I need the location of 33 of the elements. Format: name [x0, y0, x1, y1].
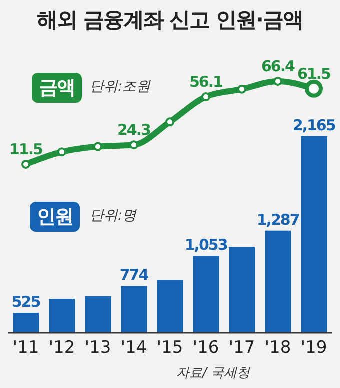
point: [94, 142, 102, 152]
data-label: 11.5: [9, 140, 44, 158]
annotation: 단위:조원: [90, 78, 151, 96]
point: [58, 148, 66, 157]
text: 금액: [32, 73, 82, 103]
annotation: 단위:명: [90, 207, 137, 225]
x-tick-label: '14: [120, 338, 148, 358]
x-tick-label: '13: [84, 338, 112, 358]
point: [22, 160, 30, 169]
data-label: 56.1: [189, 73, 224, 92]
data-label: 24.3: [117, 121, 152, 140]
x-tick-label: '18: [264, 338, 292, 358]
text: 인원: [30, 202, 80, 232]
point: [166, 118, 174, 127]
data-label: 1,053: [184, 236, 228, 254]
data-label: 61.5: [297, 64, 332, 83]
text: 자료/ 국세청: [176, 365, 250, 382]
x-tick-label: '17: [228, 338, 256, 358]
data-label: 66.4: [261, 57, 296, 76]
data-label: 1,287: [256, 210, 300, 229]
x-tick-label: '16: [192, 338, 220, 358]
x-tick-label: '12: [48, 338, 76, 358]
data-label: 525: [12, 293, 41, 312]
x-tick-label: '15: [156, 338, 184, 358]
data-label: 2,165: [292, 116, 336, 134]
point: [274, 76, 282, 86]
point: [130, 140, 138, 150]
data-label: 774: [120, 266, 149, 284]
chart-title: 해외 금융계좌 신고 인원·금액: [36, 7, 304, 34]
point: [202, 92, 210, 102]
x-tick-label: '11: [12, 338, 40, 358]
x-tick-label: '19: [300, 338, 328, 358]
point: [238, 84, 246, 94]
